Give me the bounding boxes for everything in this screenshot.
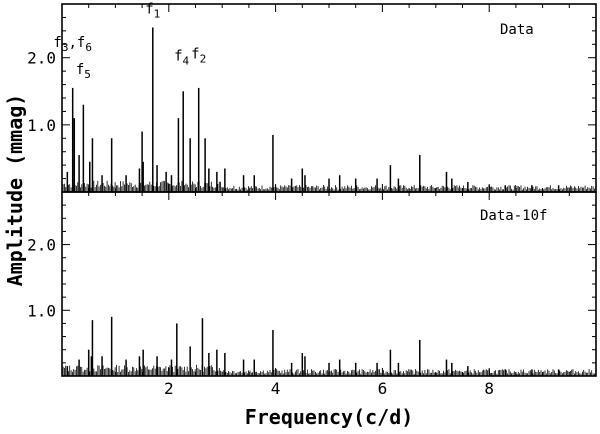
- y-tick-label-top: 1.0: [27, 116, 56, 135]
- noise-trace-bottom: [62, 364, 597, 376]
- x-axis-label: Frequency(c/d): [245, 405, 414, 429]
- panel-data: Data 1.0 2.0 f1 f3,f6 f5 f4 f2: [27, 2, 597, 193]
- peak-annotation: f4: [174, 49, 189, 68]
- peaks-bottom: [66, 316, 560, 376]
- x-tick-label: 4: [271, 379, 281, 398]
- noise-floor-bottom: [62, 364, 597, 376]
- peaks-top: [66, 27, 560, 192]
- peak-annotation: f3,f6: [53, 35, 92, 54]
- x-tick-label: 2: [164, 379, 174, 398]
- y-tick-label-bottom: 2.0: [27, 236, 56, 255]
- panel-label-data-10f: Data-10f: [480, 208, 547, 224]
- x-tick-label: 6: [378, 379, 388, 398]
- peak-annotation: f2: [191, 46, 206, 65]
- y-axis-label: Amplitude (mmag): [3, 94, 27, 287]
- peak-annotation: f5: [76, 62, 91, 81]
- noise-trace-top: [62, 180, 597, 192]
- peak-annotation: f1: [145, 2, 160, 21]
- peak-annotations: f1 f3,f6 f5 f4 f2: [53, 2, 206, 81]
- x-tick-label: 8: [484, 379, 494, 398]
- panel-data-10f: Data-10f 1.0 2.0 2 4 6 8: [27, 191, 597, 398]
- noise-floor-top: [62, 180, 597, 192]
- y-tick-label-top: 2.0: [27, 49, 56, 68]
- panel-label-data: Data: [500, 22, 534, 38]
- y-tick-label-bottom: 1.0: [27, 301, 56, 320]
